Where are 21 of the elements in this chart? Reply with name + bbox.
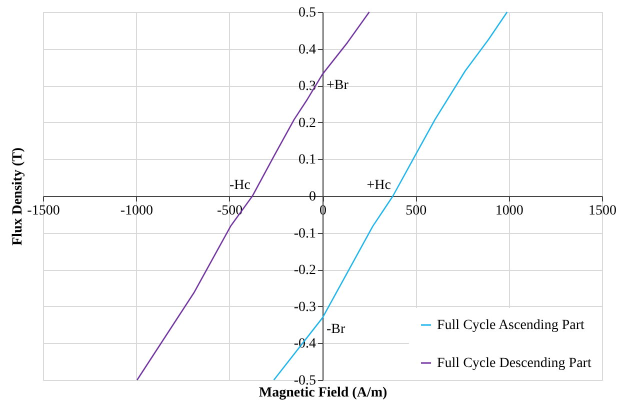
annotation: +Hc [366, 178, 391, 193]
x-tick-label: -500 [216, 204, 243, 218]
x-tick-label: 1000 [495, 204, 524, 218]
y-axis-title: Flux Density (T) [10, 147, 26, 246]
annotation: -Br [326, 322, 346, 337]
y-tick-label: 0.1 [298, 152, 316, 168]
y-tick-label: 0.5 [298, 6, 316, 20]
x-tick-label: -1500 [27, 204, 60, 218]
y-tick-label: -0.1 [294, 226, 316, 242]
x-tick-label: -1000 [120, 204, 154, 218]
annotation: -Hc [229, 178, 250, 193]
y-tick-label: -0.2 [294, 263, 316, 278]
legend-label: Full Cycle Descending Part [437, 356, 592, 371]
y-tick-label: -0.3 [294, 300, 316, 315]
y-tick-label: 0.4 [298, 42, 316, 58]
x-tick-label: 500 [406, 204, 427, 218]
annotation: +Br [326, 78, 349, 94]
y-tick-label: 0.2 [298, 116, 316, 131]
legend-label: Full Cycle Ascending Part [437, 318, 584, 333]
x-tick-label: 1500 [588, 204, 616, 218]
x-axis-title: Magnetic Field (A/m) [258, 386, 388, 400]
